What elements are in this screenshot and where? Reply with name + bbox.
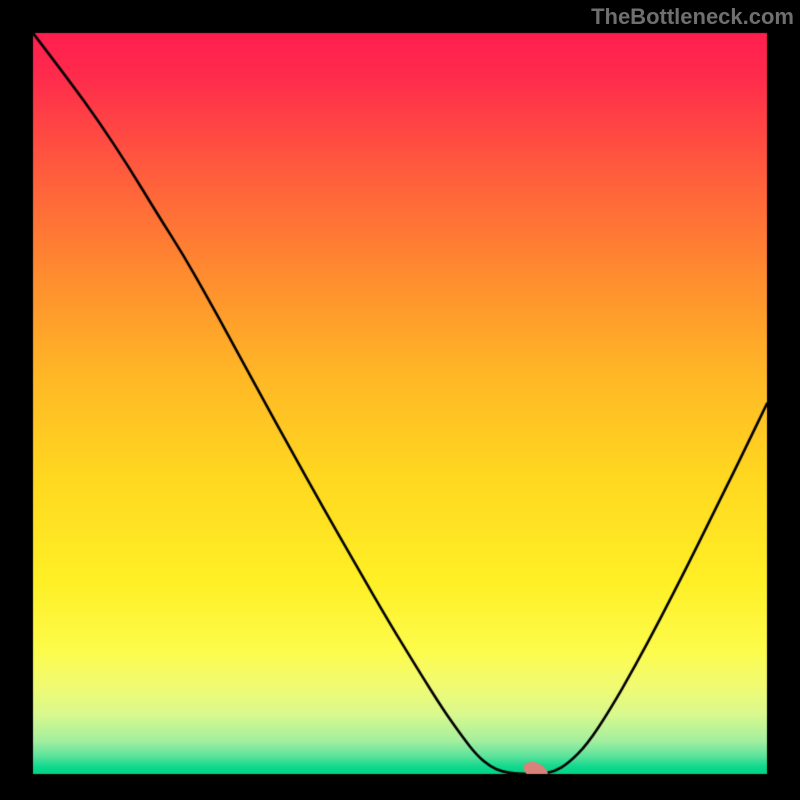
watermark-text: TheBottleneck.com <box>591 4 794 30</box>
bottleneck-curve-chart <box>0 0 800 800</box>
figure-root: TheBottleneck.com <box>0 0 800 800</box>
